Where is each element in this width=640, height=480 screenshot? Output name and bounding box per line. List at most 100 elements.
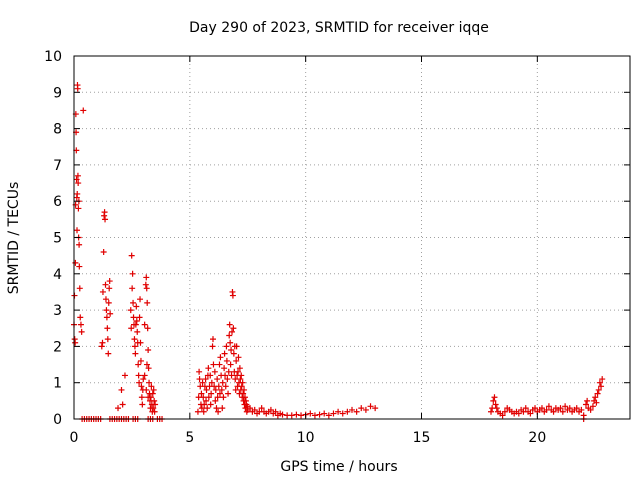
data-point <box>222 372 229 379</box>
data-point <box>142 281 149 288</box>
data-point <box>148 383 155 390</box>
data-point <box>538 405 545 412</box>
data-point <box>205 394 212 401</box>
x-axis-label: GPS time / hours <box>280 459 397 475</box>
y-axis-label: SRMTID / TECUs <box>6 182 22 295</box>
data-point <box>240 390 247 397</box>
data-point <box>522 405 529 412</box>
data-point <box>149 390 156 397</box>
data-point <box>130 314 137 321</box>
data-point <box>130 299 137 306</box>
data-point <box>76 285 83 292</box>
data-point <box>118 386 125 393</box>
data-point <box>592 394 599 401</box>
data-point <box>233 343 240 350</box>
y-tick-label: 5 <box>53 231 62 247</box>
x-tick-label: 0 <box>70 430 79 446</box>
data-point <box>566 405 573 412</box>
data-point <box>143 285 150 292</box>
data-point <box>146 379 153 386</box>
data-point <box>493 405 500 412</box>
data-point <box>235 368 242 375</box>
y-tick-label: 8 <box>53 122 62 138</box>
data-point <box>236 365 243 372</box>
data-point <box>221 350 228 357</box>
data-point <box>200 408 207 415</box>
data-point <box>235 354 242 361</box>
data-point <box>593 399 600 406</box>
data-point <box>515 410 522 417</box>
data-point <box>527 410 534 417</box>
data-point <box>102 216 109 223</box>
data-point <box>144 325 151 332</box>
data-point <box>598 383 605 390</box>
data-point <box>128 325 135 332</box>
data-point <box>233 357 240 364</box>
data-point <box>215 408 222 415</box>
data-point <box>545 403 552 410</box>
data-point <box>219 405 226 412</box>
data-point <box>316 411 323 418</box>
data-point <box>214 394 221 401</box>
data-point <box>335 408 342 415</box>
y-tick-label: 6 <box>53 194 62 210</box>
data-point <box>207 372 214 379</box>
data-point <box>220 394 227 401</box>
data-point <box>217 354 224 361</box>
y-tick-label: 2 <box>53 339 62 355</box>
data-point <box>499 412 506 419</box>
data-point <box>247 405 254 412</box>
data-point <box>225 390 232 397</box>
x-tick-label: 10 <box>297 430 315 446</box>
data-point <box>104 336 111 343</box>
data-point <box>138 383 145 390</box>
data-point <box>208 390 215 397</box>
data-point <box>559 408 566 415</box>
y-tick-label: 9 <box>53 85 62 101</box>
data-point <box>150 386 157 393</box>
data-point <box>582 401 589 408</box>
data-point <box>219 379 226 386</box>
data-point <box>128 252 135 259</box>
data-point <box>102 281 109 288</box>
data-point <box>78 328 85 335</box>
chart-title: Day 290 of 2023, SRMTID for receiver iqq… <box>189 20 489 36</box>
data-point <box>141 321 148 328</box>
data-point <box>321 410 328 417</box>
data-point <box>105 350 112 357</box>
data-point <box>198 390 205 397</box>
data-point <box>491 394 498 401</box>
data-point <box>151 397 158 404</box>
data-point <box>238 383 245 390</box>
data-point <box>74 190 81 197</box>
data-point <box>144 299 151 306</box>
data-point <box>211 368 218 375</box>
data-point <box>98 343 105 350</box>
data-point <box>77 314 84 321</box>
data-point <box>203 397 210 404</box>
data-point <box>594 390 601 397</box>
data-point <box>141 372 148 379</box>
data-point <box>140 376 147 383</box>
data-point <box>241 386 248 393</box>
data-point <box>311 412 318 419</box>
data-point <box>150 405 157 412</box>
data-point <box>279 411 286 418</box>
data-point <box>228 328 235 335</box>
data-point <box>230 325 237 332</box>
data-point <box>344 408 351 415</box>
data-point <box>562 403 569 410</box>
data-point <box>230 350 237 357</box>
data-point <box>550 408 557 415</box>
tick-labels: 0 5 10 15 20 0 1 2 3 4 5 6 7 8 9 10 <box>44 49 546 446</box>
data-point <box>226 321 233 328</box>
data-point <box>134 328 141 335</box>
y-tick-label: 1 <box>53 376 62 392</box>
data-point <box>119 401 126 408</box>
data-point <box>132 350 139 357</box>
data-point <box>77 321 84 328</box>
data-point <box>143 361 150 368</box>
data-point <box>212 397 219 404</box>
data-point <box>135 372 142 379</box>
data-point <box>298 412 305 419</box>
